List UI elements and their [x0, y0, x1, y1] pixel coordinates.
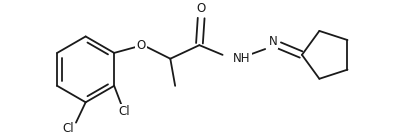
- Text: Cl: Cl: [62, 122, 74, 135]
- Text: O: O: [137, 39, 146, 52]
- Text: NH: NH: [233, 52, 251, 65]
- Text: N: N: [268, 35, 277, 48]
- Text: O: O: [196, 2, 206, 15]
- Text: Cl: Cl: [118, 105, 130, 119]
